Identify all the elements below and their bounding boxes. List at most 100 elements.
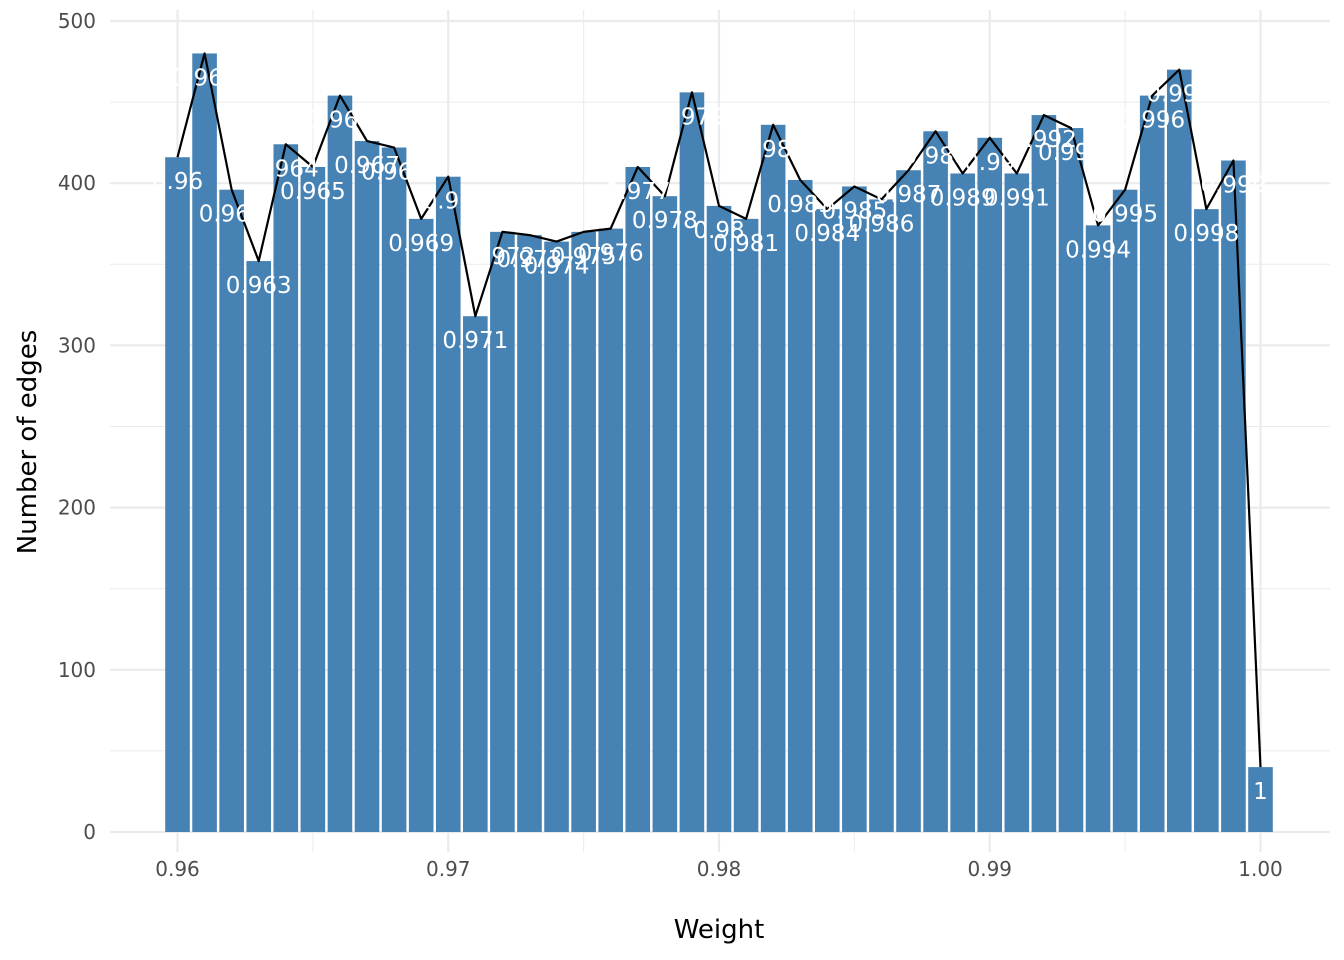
bar: [733, 218, 759, 832]
bar: [787, 179, 813, 832]
data-label: 0.961: [172, 65, 238, 91]
y-tick-label: 500: [58, 9, 96, 33]
y-tick-label: 400: [58, 171, 96, 195]
bar: [598, 228, 623, 833]
data-label: 0.999: [1200, 172, 1266, 198]
bar: [1058, 128, 1084, 832]
data-label: 0.995: [1092, 202, 1158, 228]
data-label: 0.974: [524, 254, 590, 280]
bar: [815, 209, 840, 833]
data-label: 0.988: [903, 143, 969, 169]
bar: [300, 166, 326, 833]
bars: [165, 53, 1273, 833]
x-tick-label: 0.98: [697, 857, 742, 881]
data-labels: 0.960.9610.9620.9630.9640.9650.9660.9670…: [152, 65, 1268, 805]
data-label: 0.994: [1065, 237, 1131, 263]
bar: [490, 231, 515, 833]
data-label: 0.987: [876, 182, 942, 208]
data-label: 0.982: [740, 137, 806, 163]
bar: [923, 131, 948, 832]
bar: [1112, 189, 1138, 833]
bar: [408, 218, 434, 832]
data-label: 0.975: [551, 244, 617, 270]
bar: [760, 124, 786, 833]
data-label: 0.973: [497, 247, 563, 273]
bar: [1248, 767, 1273, 832]
frequency-line: [176, 52, 1262, 768]
bar: [165, 157, 190, 833]
data-label: 0.997: [1146, 82, 1212, 108]
bar: [1139, 95, 1165, 832]
x-axis-ticks: 0.96 0.97 0.98 0.99 1.00: [155, 857, 1283, 881]
bar: [652, 196, 678, 832]
bar: [192, 53, 217, 832]
bar: [381, 147, 407, 833]
y-tick-label: 300: [58, 333, 96, 357]
data-label: 0.991: [984, 185, 1050, 211]
data-label: 0.978: [632, 208, 698, 234]
bar: [219, 189, 244, 833]
data-label: 0.968: [361, 160, 427, 186]
data-label: 0.96: [152, 169, 203, 195]
data-label: 0.962: [199, 202, 265, 228]
bar: [1166, 69, 1192, 832]
data-label: 0.98: [693, 218, 744, 244]
bar: [544, 241, 569, 833]
data-label: 0.977: [605, 179, 671, 205]
data-label: 0.965: [280, 179, 346, 205]
bar: [246, 261, 272, 832]
data-label: 0.972: [469, 244, 535, 270]
bar: [463, 316, 488, 833]
bar: [1194, 209, 1219, 833]
data-label: 0.971: [442, 328, 508, 354]
bar: [1004, 173, 1030, 832]
data-label: 0.992: [1011, 127, 1077, 153]
data-label: 0.97: [423, 189, 474, 215]
y-tick-label: 100: [58, 658, 96, 682]
bar: [517, 235, 542, 832]
data-label: 0.993: [1038, 140, 1104, 166]
bar: [869, 199, 894, 833]
bar: [842, 186, 867, 833]
data-label: 0.966: [307, 108, 373, 134]
bar: [679, 92, 705, 833]
data-label: 0.976: [578, 241, 644, 267]
data-label: 0.984: [794, 221, 860, 247]
y-tick-label: 0: [83, 820, 96, 844]
data-label: 0.99: [964, 150, 1015, 176]
y-axis-ticks: 0 100 200 300 400 500: [58, 9, 96, 844]
data-label: 0.979: [659, 104, 725, 130]
bar: [896, 170, 921, 832]
y-tick-label: 200: [58, 496, 96, 520]
bar: [950, 173, 975, 832]
bar: [327, 95, 353, 832]
data-label: 0.983: [767, 192, 833, 218]
data-label: 0.985: [821, 198, 887, 224]
data-label: 0.986: [849, 211, 915, 237]
y-axis-title: Number of edges: [13, 330, 43, 555]
bar: [1221, 160, 1246, 832]
data-label: 0.964: [253, 156, 319, 182]
data-label: 0.981: [713, 231, 779, 257]
data-label: 0.989: [930, 185, 996, 211]
x-tick-label: 0.99: [967, 857, 1012, 881]
bar: [706, 205, 732, 832]
data-label: 0.996: [1119, 108, 1185, 134]
x-tick-label: 0.97: [426, 857, 471, 881]
bar: [571, 231, 596, 833]
data-label: 1: [1253, 779, 1268, 805]
x-axis-title: Weight: [674, 915, 765, 945]
bar: [354, 141, 380, 832]
data-label: 0.998: [1173, 221, 1239, 247]
data-label: 0.967: [334, 153, 400, 179]
bar: [625, 166, 651, 833]
x-tick-label: 0.96: [155, 857, 200, 881]
bar: [273, 144, 299, 833]
bar: [977, 137, 1003, 832]
data-label: 0.969: [388, 231, 454, 257]
bar: [1031, 115, 1057, 833]
data-label: 0.963: [226, 273, 292, 299]
x-tick-label: 1.00: [1238, 857, 1283, 881]
frequency-line-path: [176, 52, 1262, 768]
